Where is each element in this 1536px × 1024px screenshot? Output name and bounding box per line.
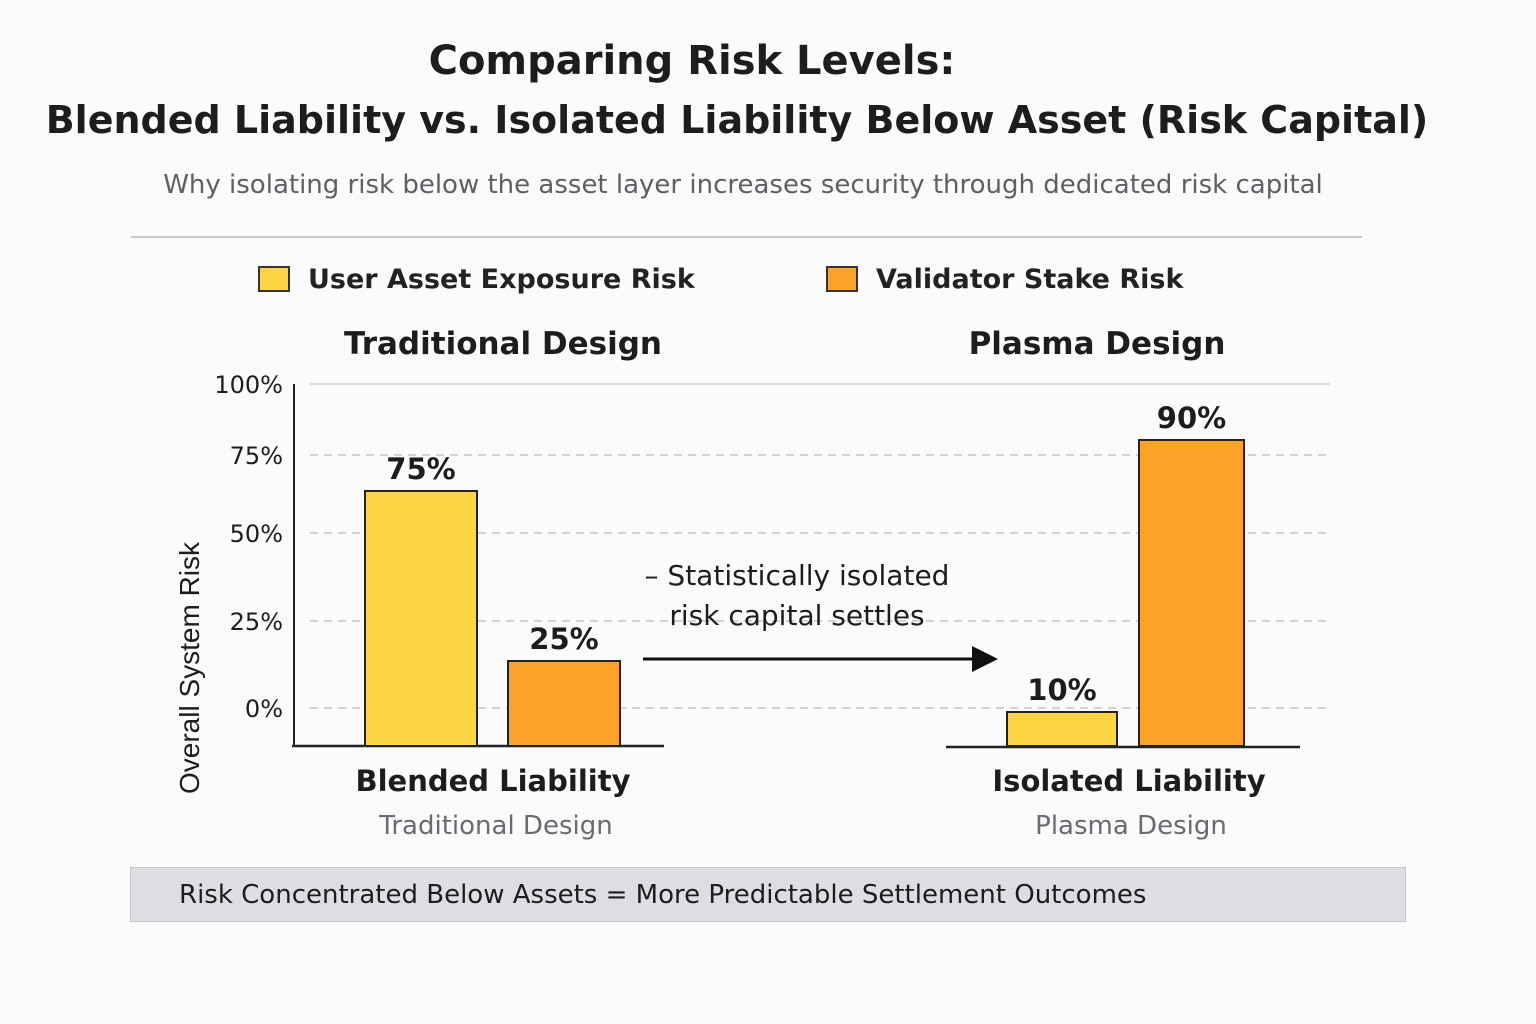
title-divider (131, 236, 1362, 238)
y-tick-label: 25% (230, 608, 283, 636)
bar-1-0 (1006, 711, 1118, 747)
group-heading-plasma: Plasma Design (968, 326, 1226, 362)
bar-0-0 (364, 490, 478, 747)
y-tick-label: 0% (245, 695, 283, 723)
annotation-text: – Statistically isolated risk capital se… (612, 556, 982, 636)
bar-value-label: 10% (1027, 673, 1096, 707)
arrow-head (972, 646, 998, 672)
bar-value-label: 90% (1157, 401, 1226, 435)
annotation-line-1: – Statistically isolated (644, 559, 950, 592)
legend-swatch-user-asset (258, 266, 290, 292)
y-tick-label: 100% (214, 371, 283, 399)
category-caption-isolated: Plasma Design (1035, 811, 1227, 841)
grid-lines (310, 383, 1330, 709)
bar-value-label: 75% (386, 452, 455, 486)
bars (364, 439, 1245, 747)
summary-text: Risk Concentrated Below Assets = More Pr… (179, 879, 1147, 910)
bar-labels: 100% 75% 50% 25% 0% 75% 25% 10% 90% (214, 371, 1226, 723)
y-tick-label: 75% (230, 442, 283, 470)
category-label-isolated: Isolated Liability (992, 764, 1266, 798)
chart-title: Comparing Risk Levels: (428, 38, 956, 84)
group-heading-traditional: Traditional Design (343, 326, 662, 362)
legend-item-validator-stake: Validator Stake Risk (826, 262, 1183, 296)
category-label-blended: Blended Liability (355, 764, 631, 798)
category-caption-blended: Traditional Design (379, 811, 613, 841)
legend-label-validator-stake: Validator Stake Risk (876, 263, 1184, 295)
annotation-line-2: risk capital settles (669, 599, 925, 632)
bar-1-1 (1138, 439, 1245, 747)
bar-0-1 (507, 660, 621, 747)
chart-subtitle: Blended Liability vs. Isolated Liability… (45, 98, 1429, 142)
legend-label-user-asset: User Asset Exposure Risk (308, 263, 695, 295)
legend-swatch-validator-stake (826, 266, 858, 292)
y-tick-label: 50% (230, 520, 283, 548)
legend-item-user-asset: User Asset Exposure Risk (258, 262, 695, 296)
bar-value-label: 25% (529, 622, 598, 656)
summary-banner: Risk Concentrated Below Assets = More Pr… (130, 867, 1406, 922)
annotation-arrow (643, 646, 998, 672)
chart-description: Why isolating risk below the asset layer… (163, 170, 1323, 200)
